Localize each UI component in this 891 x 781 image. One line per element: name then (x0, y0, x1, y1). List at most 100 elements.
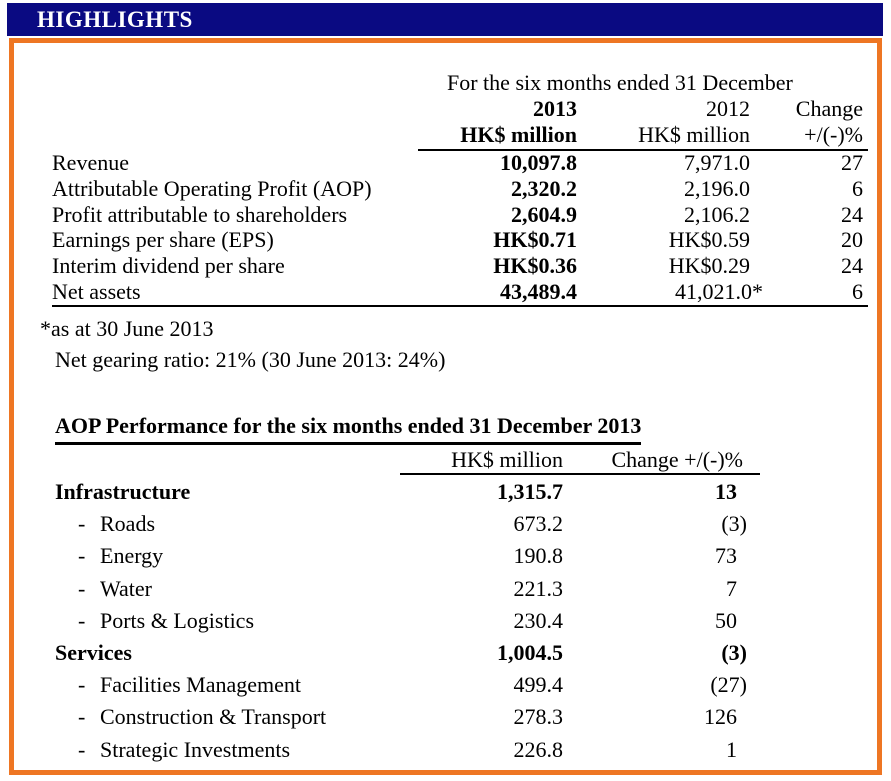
sub-label: Energy (100, 543, 164, 569)
table-row: Net assets 43,489.4 41,021.0* 6 (52, 279, 868, 305)
list-dash: - (78, 704, 86, 730)
cell-2012: 41,021.0* (675, 278, 763, 304)
cell-label: - Facilities Management (55, 669, 395, 701)
cell-change: (27) (710, 672, 747, 698)
table-row: - Facilities Management 499.4 (27) (55, 669, 747, 701)
sub-label: Construction & Transport (100, 704, 327, 730)
sub-label: Water (100, 575, 152, 601)
cell-amount: 190.8 (513, 543, 564, 569)
table-row: - Energy 190.8 73 (55, 540, 747, 572)
cell-change: (3) (721, 511, 747, 537)
sub-label: Ports & Logistics (100, 607, 255, 633)
col-header-amount: HK$ million (451, 447, 563, 472)
table-row: Interim dividend per share HK$0.36 HK$0.… (52, 253, 868, 279)
cell-amount: 221.3 (513, 575, 564, 601)
cell-2013: HK$0.36 (493, 253, 577, 279)
cell-change: 126 (704, 704, 737, 730)
sub-label: Strategic Investments (100, 736, 291, 762)
cell-label: - Strategic Investments (55, 734, 395, 766)
spacer (52, 122, 412, 147)
cell-change: 73 (715, 543, 737, 569)
table-row: - Roads 673.2 (3) (55, 508, 747, 540)
spacer (52, 96, 412, 121)
cell-2013: 2,604.9 (511, 201, 577, 227)
aop-table-rows: Infrastructure 1,315.7 13 - Roads 673.2 (… (55, 476, 747, 766)
cell-2013: 2,320.2 (511, 175, 577, 201)
cell-2013: 10,097.8 (500, 150, 577, 175)
cell-label: - Roads (55, 508, 395, 540)
cell-2013: 43,489.4 (500, 278, 577, 304)
cell-change: 50 (715, 607, 737, 633)
aop-header-row: HK$ million Change +/(-)% (400, 448, 747, 472)
summary-table-rows: Revenue 10,097.8 7,971.0 27 Attributable… (52, 150, 868, 305)
cell-label: - Ports & Logistics (55, 605, 395, 637)
cell-label: - Construction & Transport (55, 701, 395, 733)
cell-2013: HK$0.71 (493, 227, 577, 253)
list-dash: - (78, 736, 86, 762)
cell-change: 7 (726, 575, 737, 601)
table-row: Infrastructure 1,315.7 13 (55, 476, 747, 508)
list-dash: - (78, 607, 86, 633)
cell-amount: 278.3 (513, 704, 564, 730)
table-row: Revenue 10,097.8 7,971.0 27 (52, 150, 868, 176)
cell-label: Profit attributable to shareholders (52, 201, 348, 227)
list-dash: - (78, 672, 86, 698)
col-header-2013: 2013 (533, 96, 577, 121)
cell-2012: 7,971.0 (684, 150, 750, 175)
list-dash: - (78, 575, 86, 601)
cell-2012: 2,196.0 (684, 175, 750, 201)
cell-change: 24 (841, 201, 863, 227)
cell-label: Services (55, 639, 132, 665)
cell-amount: 1,004.5 (497, 639, 563, 665)
cell-change: 27 (841, 150, 863, 175)
net-gearing-ratio: Net gearing ratio: 21% (30 June 2013: 24… (55, 347, 446, 372)
cell-2012: 2,106.2 (684, 201, 750, 227)
list-dash: - (78, 543, 86, 569)
cell-change: 6 (852, 175, 863, 201)
cell-change: 1 (726, 736, 737, 762)
year-header-row: 2013 2012 Change (52, 96, 868, 121)
unit-change: +/(-)% (804, 122, 863, 147)
cell-amount: 1,315.7 (497, 479, 563, 504)
cell-amount: 230.4 (513, 607, 564, 633)
cell-label: Interim dividend per share (52, 253, 285, 279)
table-row: Attributable Operating Profit (AOP) 2,32… (52, 176, 868, 202)
col-header-change: Change (795, 96, 863, 121)
list-dash: - (78, 511, 86, 537)
cell-label: - Water (55, 573, 395, 605)
table-row: Services 1,004.5 (3) (55, 637, 747, 669)
cell-label: - Energy (55, 540, 395, 572)
unit-2013: HK$ million (460, 122, 577, 147)
table1-bottom-rule (52, 305, 868, 307)
cell-amount: 499.4 (513, 672, 564, 698)
cell-label: Net assets (52, 278, 141, 304)
table-row: Earnings per share (EPS) HK$0.71 HK$0.59… (52, 227, 868, 253)
cell-label: Attributable Operating Profit (AOP) (52, 175, 372, 201)
cell-2012: HK$0.59 (668, 227, 750, 253)
period-header: For the six months ended 31 December (447, 70, 793, 95)
cell-change: (3) (721, 639, 747, 665)
col-header-change: Change +/(-)% (611, 447, 743, 472)
aop-table-title: AOP Performance for the six months ended… (55, 413, 642, 445)
cell-label: Earnings per share (EPS) (52, 227, 274, 253)
page-title: HIGHLIGHTS (37, 7, 193, 32)
cell-change: 13 (715, 479, 737, 504)
sub-label: Roads (100, 511, 155, 537)
unit-header-row: HK$ million HK$ million +/(-)% (52, 122, 868, 147)
table-row: - Construction & Transport 278.3 126 (55, 701, 747, 733)
footnote-asterisk: *as at 30 June 2013 (40, 316, 214, 341)
cell-amount: 226.8 (513, 736, 564, 762)
table-row: Profit attributable to shareholders 2,60… (52, 202, 868, 228)
cell-change: 24 (841, 253, 863, 279)
table-row: - Strategic Investments 226.8 1 (55, 734, 747, 766)
table1-header-rule (418, 149, 868, 151)
cell-label: Infrastructure (55, 479, 191, 504)
cell-amount: 673.2 (513, 511, 564, 537)
table-row: - Water 221.3 7 (55, 573, 747, 605)
sub-label: Facilities Management (100, 672, 301, 698)
cell-2012: HK$0.29 (668, 253, 750, 279)
unit-2012: HK$ million (638, 122, 750, 147)
aop-header-rule (400, 473, 760, 475)
cell-label: Revenue (52, 150, 129, 175)
col-header-2012: 2012 (706, 96, 750, 121)
